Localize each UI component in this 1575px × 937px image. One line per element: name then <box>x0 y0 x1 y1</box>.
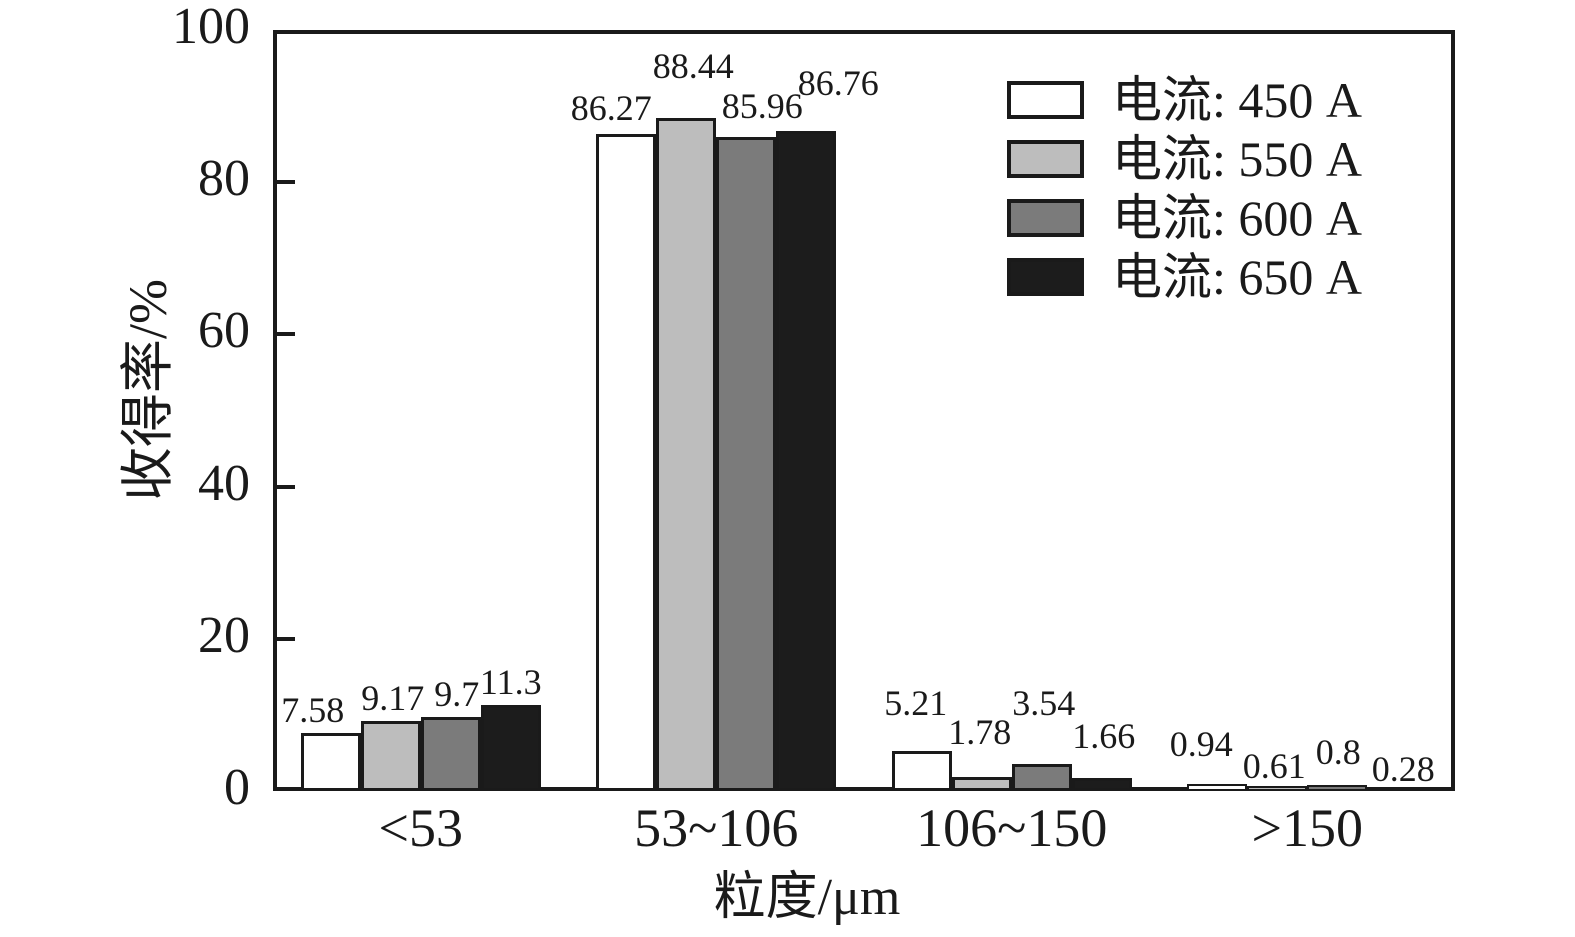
legend-label-2: 电流: 600 A <box>1112 190 1362 246</box>
bar-450A-53106 <box>596 134 657 791</box>
legend-label-0: 电流: 450 A <box>1112 72 1362 128</box>
bar-value-label: 11.3 <box>479 662 542 702</box>
y-tick-mark <box>277 332 295 337</box>
bar-550A-53 <box>360 721 421 791</box>
bar-450A-106150 <box>891 751 952 791</box>
bar-value-label: 0.94 <box>1169 723 1233 764</box>
bar-value-label: 9.17 <box>361 678 425 719</box>
x-tick-label: <53 <box>378 798 463 858</box>
bar-value-label: 0.61 <box>1242 746 1306 787</box>
x-tick-label: 53~106 <box>634 798 799 858</box>
y-tick-label: 60 <box>198 302 250 360</box>
bar-value-label: 9.7 <box>434 674 480 715</box>
bar-value-label: 1.66 <box>1072 716 1136 757</box>
bar-600A-106150 <box>1011 764 1072 791</box>
bar-value-label: 3.54 <box>1012 683 1076 724</box>
legend-swatch-3 <box>1007 258 1084 296</box>
bar-value-label: 85.96 <box>721 85 803 126</box>
y-tick-mark <box>277 484 295 489</box>
bar-600A-150 <box>1307 784 1368 791</box>
bar-650A-106150 <box>1071 778 1132 791</box>
bar-450A-150 <box>1187 783 1248 791</box>
x-tick-label: >150 <box>1251 798 1363 858</box>
y-tick-mark <box>277 180 295 185</box>
plot-area <box>273 30 1455 791</box>
bar-650A-53106 <box>776 130 837 791</box>
y-tick-label: 0 <box>224 759 250 816</box>
y-tick-label: 100 <box>172 0 250 55</box>
bar-600A-53106 <box>716 136 777 791</box>
bar-550A-53106 <box>656 117 717 791</box>
bar-value-label: 5.21 <box>884 683 948 724</box>
y-tick-label: 40 <box>198 454 250 512</box>
y-tick-label: 20 <box>198 606 250 664</box>
bar-value-label: 86.76 <box>797 62 879 103</box>
bar-650A-150 <box>1367 787 1428 791</box>
legend-label-1: 电流: 550 A <box>1112 131 1362 187</box>
bar-650A-53 <box>480 705 541 791</box>
legend-swatch-0 <box>1007 81 1084 119</box>
x-axis-title: 粒度/μm <box>713 869 901 926</box>
bar-value-label: 86.27 <box>570 88 652 129</box>
legend-label-3: 电流: 650 A <box>1112 249 1362 305</box>
bar-600A-53 <box>420 717 481 791</box>
bar-value-label: 0.8 <box>1315 731 1361 772</box>
x-tick-label: 106~150 <box>916 798 1108 858</box>
y-tick-mark <box>277 636 295 641</box>
bar-550A-150 <box>1247 786 1308 791</box>
legend-swatch-1 <box>1007 140 1084 178</box>
bar-value-label: 7.58 <box>281 690 345 731</box>
legend-swatch-2 <box>1007 199 1084 237</box>
bar-450A-53 <box>300 733 361 791</box>
bar-value-label: 1.78 <box>948 712 1012 753</box>
y-tick-label: 80 <box>198 150 250 208</box>
bar-550A-106150 <box>951 777 1012 791</box>
bar-value-label: 88.44 <box>652 45 734 86</box>
bar-value-label: 0.28 <box>1371 748 1435 789</box>
